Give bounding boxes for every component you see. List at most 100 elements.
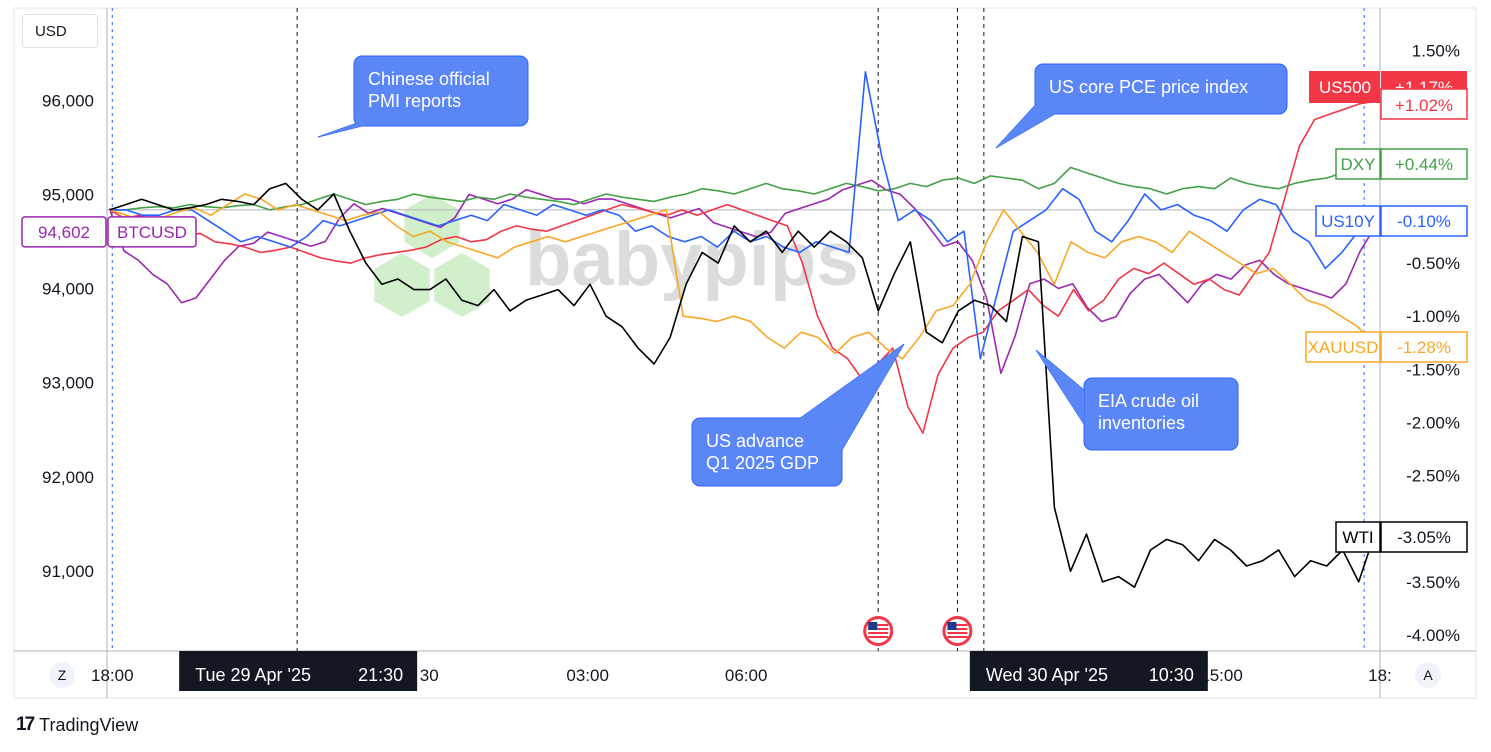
axis-button-bg (49, 662, 75, 688)
badge-us10y: US10Y -0.10% (1315, 205, 1468, 237)
time-axis-tick: 30 (420, 666, 439, 685)
badge-value-bg (1380, 521, 1468, 553)
badge-value-bg (1380, 205, 1468, 237)
btcusd-price-box (21, 216, 107, 248)
badge-value-bg (1380, 148, 1468, 180)
watermark-hex-icon (404, 194, 460, 258)
time-axis-tick: 03:00 (566, 666, 609, 685)
badge-value: -0.10% (1397, 212, 1451, 231)
badge-name-bg (1335, 521, 1381, 553)
left-axis-tick: 96,000 (42, 91, 94, 110)
flag-stripe (947, 624, 968, 626)
badge-name-bg (1305, 331, 1381, 363)
time-tag-bg (969, 651, 1208, 691)
right-axis-tick: -3.50% (1406, 573, 1460, 592)
flag-stripe (947, 636, 968, 638)
time-tag-date: Wed 30 Apr '25 (986, 665, 1108, 685)
callout-tail-fill (1036, 350, 1084, 424)
series-line-wti (109, 182, 1376, 589)
time-crosshair-tag: Wed 30 Apr '25 10:30 (969, 651, 1208, 691)
callout-line: Q1 2025 GDP (706, 453, 819, 473)
badge-value: -3.05% (1397, 528, 1451, 547)
callout-line: inventories (1098, 413, 1185, 433)
flag-stripe (947, 628, 968, 630)
badge-value: +0.44% (1395, 155, 1453, 174)
time-tag-bg (179, 651, 418, 691)
callout-box (353, 55, 529, 127)
right-axis-tick: -2.00% (1406, 413, 1460, 432)
flag-stripe (868, 624, 889, 626)
btcusd-price-value: 94,602 (38, 223, 90, 242)
watermark-hex-icon (374, 253, 430, 317)
chart-frame (13, 7, 1477, 699)
currency-button[interactable]: USD (22, 14, 98, 48)
badge-name: XAUUSD (1308, 338, 1379, 357)
axis-left-button[interactable]: Z (49, 662, 75, 688)
time-axis-tick: 18:00 (91, 666, 134, 685)
callout-line: EIA crude oil (1098, 391, 1199, 411)
badge-value-bg (1380, 331, 1468, 363)
badge-name: US10Y (1321, 212, 1375, 231)
callout-pce: US core PCE price index (995, 63, 1288, 149)
flag-canton (947, 622, 957, 630)
badge-name-bg (1309, 71, 1380, 103)
callout-tail-fill (792, 344, 904, 450)
callout-line: Chinese official (368, 69, 490, 89)
badge-name: DXY (1341, 155, 1376, 174)
left-axis-tick: 93,000 (42, 374, 94, 393)
axis-button-label: A (1423, 667, 1433, 683)
time-tag-time: 21:30 (358, 665, 403, 685)
us-flag-icon (942, 616, 973, 646)
badge-name-bg (1335, 148, 1381, 180)
right-axis-tick: -0.50% (1406, 254, 1460, 273)
callout-line: PMI reports (368, 91, 461, 111)
flag-stripe (868, 636, 889, 638)
brand-label: TradingView (39, 714, 139, 735)
axis-button-bg (1415, 662, 1441, 688)
right-axis-tick: -2.50% (1406, 467, 1460, 486)
badge-name: US500 (1319, 78, 1371, 97)
flag-stripe (868, 632, 889, 634)
right-axis-tick: 1.50% (1412, 42, 1460, 61)
time-axis-tick: 15:00 (1200, 666, 1243, 685)
badge-dxy: DXY +0.44% (1335, 148, 1468, 180)
callout-box (1034, 63, 1288, 115)
badge-name: WTI (1342, 528, 1373, 547)
callout-tail-fill (318, 114, 410, 137)
time-tag-date: Tue 29 Apr '25 (195, 665, 311, 685)
callout-tail-fill (996, 100, 1065, 148)
badge-xauusd: XAUUSD -1.28% (1305, 331, 1468, 363)
series-line-us10y (109, 71, 1376, 360)
flag-stripe (947, 632, 968, 634)
time-tag-time: 10:30 (1149, 665, 1194, 685)
right-axis-tick: -1.50% (1406, 360, 1460, 379)
watermark-text: babypips (525, 217, 859, 302)
btcusd-price-label: 94,602 BTCUSD (21, 216, 197, 248)
left-axis-tick: 91,000 (42, 562, 94, 581)
badge-wti: WTI -3.05% (1335, 521, 1468, 553)
callout-box (691, 417, 843, 487)
left-axis-tick: 94,000 (42, 280, 94, 299)
axis-button-label: Z (58, 667, 67, 683)
btcusd-name: BTCUSD (117, 223, 187, 242)
time-axis-tick: 06:00 (725, 666, 768, 685)
time-crosshair-tag: Tue 29 Apr '25 21:30 (179, 651, 418, 691)
us500-last-bg (1380, 88, 1468, 120)
series-line-btcusd (108, 179, 1376, 375)
axis-right-button[interactable]: A (1415, 662, 1441, 688)
callout-line: US core PCE price index (1049, 77, 1248, 97)
badge-value: -1.28% (1397, 338, 1451, 357)
time-axis-tick: 18: (1368, 666, 1392, 685)
right-axis-tick: -1.00% (1406, 307, 1460, 326)
btcusd-name-box (107, 216, 197, 248)
tradingview-logo-icon: 17 (16, 714, 35, 735)
right-axis-tick: -4.00% (1406, 626, 1460, 645)
series-line-us500 (109, 100, 1375, 434)
left-axis-tick: 95,000 (42, 185, 94, 204)
tradingview-logo[interactable]: 17 TradingView (16, 714, 138, 736)
series-line-dxy (109, 162, 1375, 211)
